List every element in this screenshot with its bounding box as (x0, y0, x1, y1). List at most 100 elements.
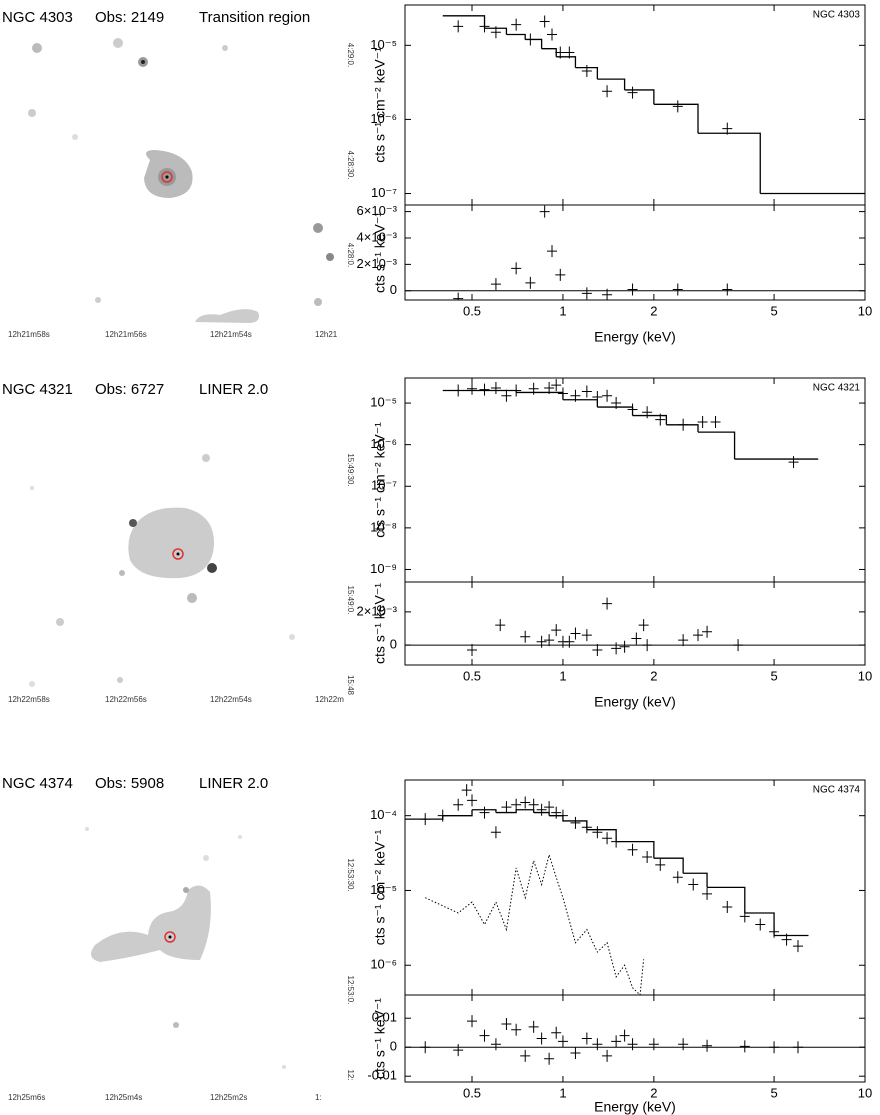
data-point (536, 803, 547, 816)
dec-label: 4:28:30. (346, 151, 355, 180)
data-point (557, 1035, 568, 1048)
x-tick-label: 2 (650, 1085, 657, 1100)
ra-label: 12h25m6s (8, 1093, 45, 1102)
data-point (678, 1038, 689, 1051)
model-step (442, 389, 517, 393)
x-tick-label: 1 (559, 668, 566, 683)
data-point (501, 1018, 512, 1030)
model-step (484, 27, 508, 35)
panel-header: LINER 2.0 (199, 381, 268, 398)
model-step (562, 399, 599, 408)
dec-label: 15:49:0. (346, 586, 355, 615)
x-tick-label: 10 (858, 1085, 872, 1100)
y-axis-label: cts s⁻¹ keV⁻¹ (372, 212, 388, 293)
data-point (520, 630, 531, 643)
y-tick-label: 10⁻⁷ (371, 185, 397, 200)
y-tick-label: 0.01 (372, 1010, 397, 1025)
y-tick-label: 10⁻⁶ (370, 957, 397, 972)
y-tick-label: 0 (390, 637, 397, 652)
data-point (551, 1026, 562, 1039)
data-point (511, 18, 522, 31)
data-point (702, 1039, 713, 1052)
data-point (702, 625, 713, 638)
data-point (672, 100, 683, 113)
data-point (547, 28, 558, 41)
data-point (611, 642, 622, 655)
annotation: NGC 4321 (813, 383, 861, 394)
plot-area (442, 15, 865, 195)
data-point (627, 283, 638, 296)
data-point (536, 1032, 547, 1045)
data-point (490, 278, 501, 291)
data-point (453, 1044, 464, 1057)
ra-label: 1: (315, 1093, 322, 1102)
data-point (490, 1038, 501, 1051)
y-tick-label: 10⁻⁵ (370, 882, 397, 897)
x-axis-label: Energy (keV) (594, 694, 676, 710)
plot-area (405, 205, 865, 300)
data-point (570, 627, 581, 640)
x-tick-label: 10 (858, 668, 872, 683)
model-step (549, 815, 564, 821)
x-axis-label: Energy (keV) (594, 329, 676, 345)
data-point (544, 634, 555, 647)
data-point (551, 624, 562, 637)
data-point (490, 381, 501, 394)
y-axis-label: cts s⁻¹ cm⁻² keV⁻¹ (372, 829, 388, 945)
model-step (575, 66, 599, 80)
data-point (420, 1041, 431, 1054)
data-point (536, 635, 547, 648)
data-point (602, 389, 613, 402)
plot-frame (404, 581, 866, 666)
ra-label: 12h22m (315, 695, 344, 704)
x-tick-label: 5 (770, 303, 777, 318)
data-point (479, 1029, 490, 1042)
data-point (710, 416, 721, 429)
data-point (611, 1035, 622, 1048)
panel-header: NGC 4303 (2, 9, 73, 26)
panel-header: NGC 4374 (2, 775, 73, 792)
data-point (511, 798, 522, 811)
ra-label: 12h21m58s (8, 330, 50, 339)
plot-frame (404, 4, 866, 206)
y-tick-label: 10⁻⁶ (370, 436, 397, 451)
data-point (739, 1040, 750, 1053)
y-tick-label: 2×10⁻³ (357, 603, 398, 618)
model-step (562, 820, 588, 830)
data-point (528, 798, 539, 811)
x-tick-label: 0.5 (463, 303, 481, 318)
y-tick-label: 10⁻⁹ (370, 561, 397, 576)
data-point (693, 629, 704, 642)
ra-label: 12h21m56s (105, 330, 147, 339)
data-point (511, 262, 522, 275)
ra-label: 12h25m2s (210, 1093, 247, 1102)
sky-image (29, 454, 295, 687)
data-point (581, 629, 592, 642)
panel-header: NGC 4321 (2, 381, 73, 398)
data-point (602, 1049, 613, 1062)
data-point (525, 276, 536, 289)
data-point (702, 887, 713, 900)
data-point (520, 1049, 531, 1062)
data-point (627, 86, 638, 99)
plot-area (405, 597, 865, 657)
data-point (619, 640, 630, 653)
data-point (501, 801, 512, 814)
data-point (564, 635, 575, 648)
x-axis-label: Energy (keV) (594, 1099, 676, 1115)
dec-label: 15:48 (346, 675, 355, 696)
data-point (631, 632, 642, 645)
plot-frame (404, 994, 866, 1083)
data-point (592, 644, 603, 657)
x-tick-label: 5 (770, 668, 777, 683)
data-point (627, 843, 638, 856)
component-line (425, 852, 645, 995)
data-point (619, 1029, 630, 1042)
data-point (655, 858, 666, 871)
ra-label: 12h21m54s (210, 330, 252, 339)
plot-area (442, 379, 819, 469)
sky-image (28, 38, 334, 323)
data-point (648, 1038, 659, 1051)
